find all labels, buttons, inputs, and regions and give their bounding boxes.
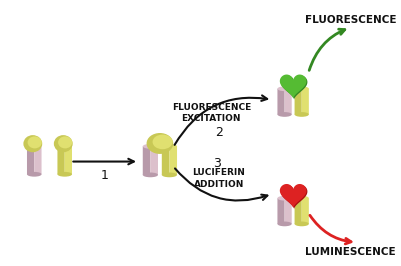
Ellipse shape [295, 112, 309, 117]
Polygon shape [285, 89, 292, 114]
Text: FLUORESCENCE: FLUORESCENCE [304, 15, 396, 25]
Polygon shape [280, 74, 306, 99]
Ellipse shape [277, 222, 292, 226]
Polygon shape [295, 198, 302, 224]
Ellipse shape [143, 144, 158, 149]
Polygon shape [34, 145, 42, 174]
Polygon shape [150, 146, 158, 175]
Ellipse shape [28, 136, 42, 148]
Ellipse shape [27, 143, 42, 148]
Polygon shape [302, 89, 309, 114]
Ellipse shape [147, 133, 173, 154]
Ellipse shape [23, 135, 42, 152]
Ellipse shape [57, 143, 72, 148]
Polygon shape [285, 198, 292, 224]
Text: FLUORESCENCE
EXCITATION: FLUORESCENCE EXCITATION [172, 103, 251, 123]
Text: LUMINESCENCE: LUMINESCENCE [305, 247, 395, 257]
Ellipse shape [54, 135, 73, 152]
Ellipse shape [162, 172, 177, 177]
Ellipse shape [27, 172, 42, 177]
Polygon shape [162, 146, 169, 175]
Polygon shape [57, 145, 65, 174]
Ellipse shape [162, 144, 177, 149]
Polygon shape [302, 198, 309, 224]
Polygon shape [143, 146, 150, 175]
Polygon shape [281, 185, 308, 209]
Polygon shape [277, 89, 285, 114]
Text: 1: 1 [101, 169, 109, 182]
Ellipse shape [295, 222, 309, 226]
Polygon shape [65, 145, 72, 174]
Ellipse shape [152, 135, 172, 149]
Text: LUCIFERIN
ADDITION: LUCIFERIN ADDITION [192, 168, 245, 189]
Polygon shape [280, 184, 306, 208]
Ellipse shape [295, 196, 309, 201]
Ellipse shape [277, 196, 292, 201]
Polygon shape [277, 198, 285, 224]
Polygon shape [27, 145, 34, 174]
Ellipse shape [57, 172, 72, 177]
Ellipse shape [295, 86, 309, 91]
Text: 3: 3 [213, 157, 221, 170]
Polygon shape [169, 146, 177, 175]
Polygon shape [281, 76, 308, 99]
Text: 2: 2 [215, 126, 223, 139]
Ellipse shape [143, 172, 158, 177]
Ellipse shape [58, 136, 72, 148]
Ellipse shape [277, 86, 292, 91]
Ellipse shape [277, 112, 292, 117]
Polygon shape [295, 89, 302, 114]
